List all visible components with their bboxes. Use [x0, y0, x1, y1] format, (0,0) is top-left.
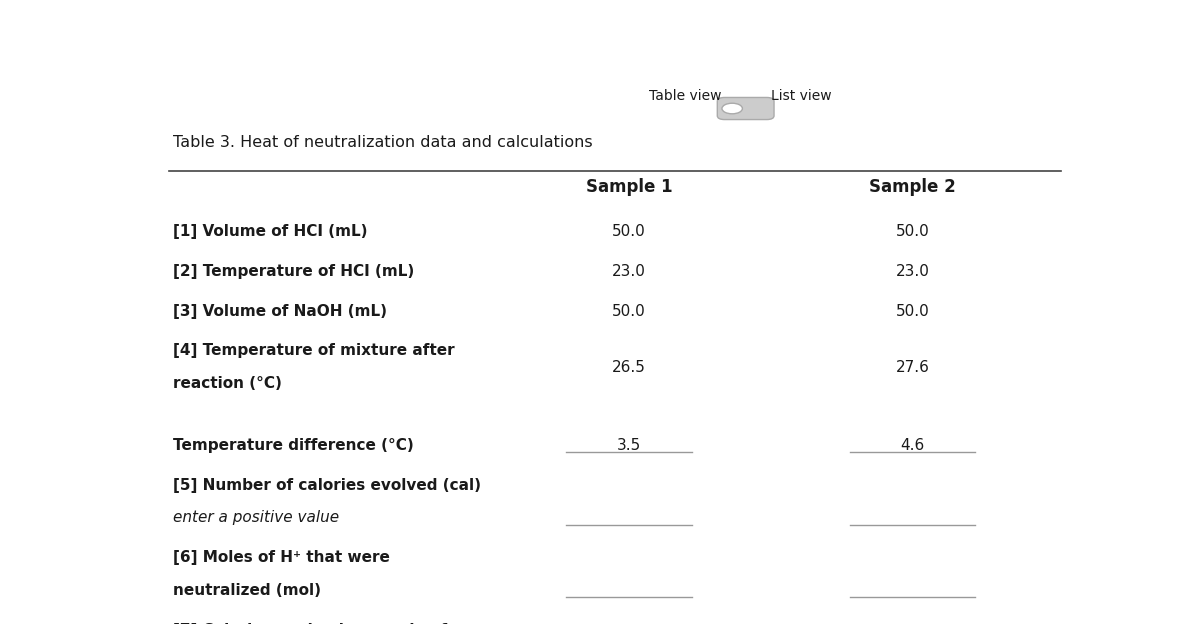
- Text: 50.0: 50.0: [895, 224, 930, 239]
- Text: enter a positive value: enter a positive value: [173, 510, 340, 525]
- Circle shape: [722, 103, 743, 114]
- Text: [5] Number of calories evolved (cal): [5] Number of calories evolved (cal): [173, 477, 481, 492]
- Text: Temperature difference (°C): Temperature difference (°C): [173, 437, 414, 452]
- Text: 26.5: 26.5: [612, 360, 646, 375]
- Text: [2] Temperature of HCI (mL): [2] Temperature of HCI (mL): [173, 264, 414, 279]
- Text: 23.0: 23.0: [612, 264, 646, 279]
- Text: 50.0: 50.0: [612, 304, 646, 319]
- Text: 3.5: 3.5: [617, 437, 641, 452]
- Text: List view: List view: [772, 89, 832, 104]
- Text: 4.6: 4.6: [900, 437, 925, 452]
- Text: neutralized (mol): neutralized (mol): [173, 583, 322, 598]
- Text: 50.0: 50.0: [895, 304, 930, 319]
- Text: Table view: Table view: [649, 89, 722, 104]
- Text: 27.6: 27.6: [895, 360, 930, 375]
- FancyBboxPatch shape: [718, 97, 774, 120]
- Text: Table 3. Heat of neutralization data and calculations: Table 3. Heat of neutralization data and…: [173, 135, 593, 150]
- Text: 50.0: 50.0: [612, 224, 646, 239]
- Text: [4] Temperature of mixture after: [4] Temperature of mixture after: [173, 343, 455, 358]
- Text: [6] Moles of H⁺ that were: [6] Moles of H⁺ that were: [173, 550, 390, 565]
- Text: Sample 2: Sample 2: [869, 178, 956, 196]
- Text: [7] Calories evolved per mole of: [7] Calories evolved per mole of: [173, 623, 448, 624]
- Text: reaction (°C): reaction (°C): [173, 376, 282, 391]
- Text: Sample 1: Sample 1: [586, 178, 672, 196]
- Text: [3] Volume of NaOH (mL): [3] Volume of NaOH (mL): [173, 304, 388, 319]
- Text: [1] Volume of HCI (mL): [1] Volume of HCI (mL): [173, 224, 367, 239]
- Text: 23.0: 23.0: [895, 264, 930, 279]
